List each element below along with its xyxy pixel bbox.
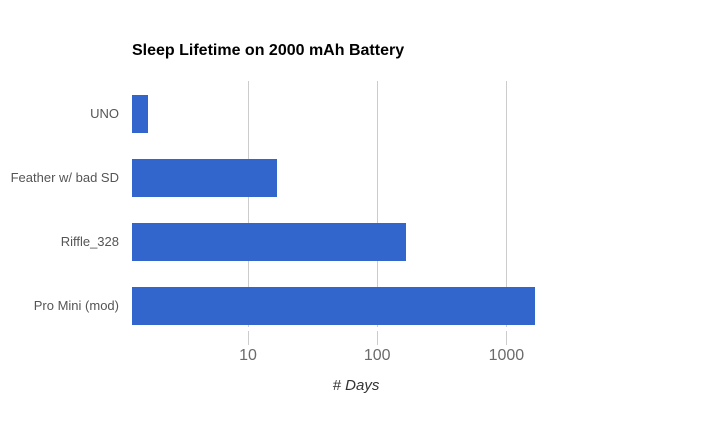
tick-mark-x-10: [248, 331, 249, 345]
bar-0: [132, 95, 148, 133]
x-tick-label-10: 10: [239, 347, 257, 364]
gridline-x-100: [377, 81, 379, 327]
bar-2: [132, 223, 406, 261]
gridline-x-1000: [506, 81, 508, 327]
x-tick-label-100: 100: [363, 347, 391, 364]
category-label-3: Pro Mini (mod): [33, 298, 119, 313]
tick-mark-x-100: [377, 331, 379, 345]
x-tick-label-1000: 1000: [488, 347, 525, 364]
x-axis-title: # Days: [332, 377, 380, 394]
bar-1: [132, 159, 277, 197]
category-label-0: UNO: [90, 106, 119, 121]
chart-title: Sleep Lifetime on 2000 mAh Battery: [132, 42, 405, 59]
bar-3: [132, 287, 536, 325]
gridline-x-10: [248, 81, 249, 327]
category-label-1: Feather w/ bad SD: [10, 170, 119, 185]
category-label-2: Riffle_328: [60, 234, 119, 249]
tick-mark-x-1000: [506, 331, 508, 345]
